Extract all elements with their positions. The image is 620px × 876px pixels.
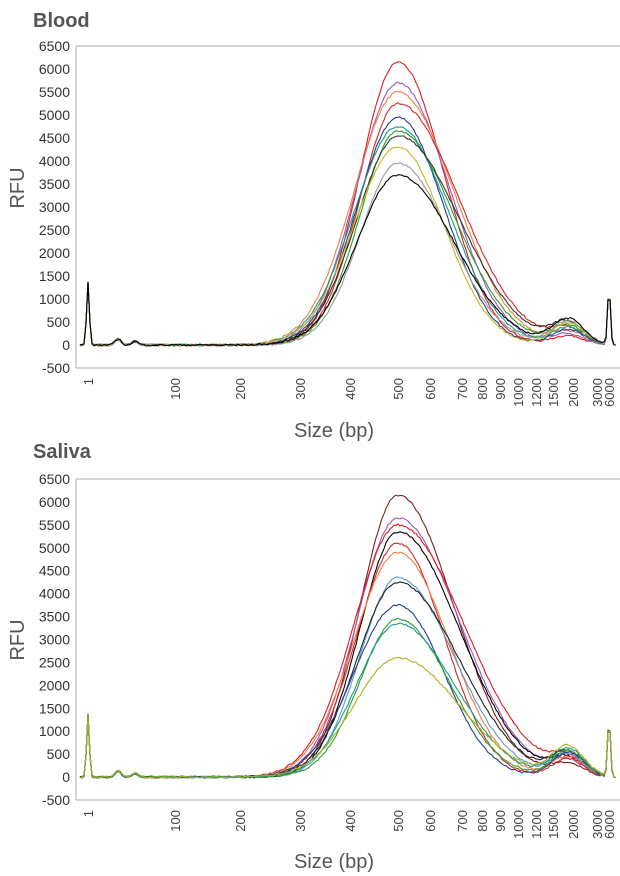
x-tick-label: 700 — [455, 378, 470, 400]
trace-line — [79, 656, 616, 779]
y-tick-label: 500 — [47, 746, 71, 762]
trace-line — [79, 576, 616, 779]
plot-area — [75, 45, 620, 369]
y-tick-label: 6500 — [39, 38, 70, 54]
trace-line — [79, 622, 616, 779]
x-tick-label: 1 — [81, 378, 96, 385]
trace-line — [79, 130, 616, 347]
y-tick-label: 5500 — [39, 84, 70, 100]
y-tick-label: 2000 — [39, 245, 70, 261]
x-tick-label: 100 — [168, 810, 183, 832]
x-tick-label: 100 — [168, 378, 183, 400]
y-axis-label: RFU — [7, 167, 29, 208]
x-tick-label: 600 — [423, 378, 438, 400]
trace-line — [79, 523, 616, 779]
x-axis-ticks: 1 100 200 300 400 500 600 700 800 900 1000 1200 1500… — [81, 378, 617, 407]
x-tick-label: 400 — [343, 810, 358, 832]
trace-line — [79, 517, 616, 779]
y-tick-label: 4000 — [39, 153, 70, 169]
y-tick-label: 5500 — [39, 517, 70, 533]
chart-title: Blood — [33, 10, 90, 32]
y-tick-label: 1000 — [39, 291, 70, 307]
y-tick-label: 2500 — [39, 222, 70, 238]
x-tick-label: 900 — [493, 810, 508, 832]
trace-line — [79, 603, 616, 779]
y-tick-label: -500 — [42, 360, 70, 376]
y-tick-label: 4000 — [39, 586, 70, 602]
trace-line — [79, 174, 616, 347]
x-tick-label: 200 — [233, 810, 248, 832]
x-tick-label: 6000 — [602, 378, 617, 407]
y-tick-label: 1500 — [39, 700, 70, 716]
x-axis-ticks: 1 100 200 300 400 500 600 700 800 900 1000 1200 1500… — [81, 810, 617, 839]
y-tick-label: 0 — [62, 769, 70, 785]
y-tick-label: 1000 — [39, 723, 70, 739]
x-tick-label: 600 — [423, 810, 438, 832]
y-tick-label: 3500 — [39, 176, 70, 192]
y-tick-label: 500 — [47, 314, 71, 330]
trace-line — [80, 494, 616, 779]
y-tick-label: 3000 — [39, 632, 70, 648]
trace-line — [79, 617, 616, 779]
x-tick-label: 3000 — [590, 810, 605, 839]
x-axis-label: Size (bp) — [294, 420, 374, 442]
y-tick-label: 4500 — [39, 130, 70, 146]
x-tick-label: 3000 — [590, 378, 605, 407]
y-tick-label: 2500 — [39, 654, 70, 670]
x-tick-label: 1200 — [529, 810, 544, 839]
trace-line — [79, 61, 616, 347]
y-tick-label: 6000 — [39, 494, 70, 510]
x-tick-label: 300 — [293, 378, 308, 400]
x-tick-label: 1 — [81, 810, 96, 817]
x-tick-label: 1500 — [546, 378, 561, 407]
y-tick-label: 5000 — [39, 540, 70, 556]
x-tick-label: 1200 — [529, 378, 544, 407]
y-tick-label: 1500 — [39, 268, 70, 284]
blood-panel: Blood -500050010001500200025003000350040… — [7, 10, 620, 442]
x-tick-label: 200 — [233, 378, 248, 400]
y-tick-label: 3500 — [39, 609, 70, 625]
x-tick-label: 900 — [493, 378, 508, 400]
y-tick-label: 4500 — [39, 563, 70, 579]
y-axis-label: RFU — [7, 619, 29, 660]
x-tick-label: 1500 — [546, 810, 561, 839]
y-tick-label: 6500 — [39, 471, 70, 487]
x-tick-label: 800 — [475, 378, 490, 400]
trace-line — [79, 581, 616, 779]
y-tick-label: 5000 — [39, 107, 70, 123]
x-tick-label: 2000 — [566, 378, 581, 407]
y-tick-label: 2000 — [39, 677, 70, 693]
x-tick-label: 6000 — [602, 810, 617, 839]
y-tick-label: 3000 — [39, 199, 70, 215]
x-axis-label: Size (bp) — [294, 851, 374, 873]
y-tick-label: 6000 — [39, 61, 70, 77]
y-axis-ticks: -500 0 500 1000 1500 2000 2500 3000 3500 4000 4500… — [39, 471, 70, 808]
x-tick-label: 700 — [455, 810, 470, 832]
y-tick-label: -500 — [42, 792, 70, 808]
x-tick-label: 500 — [391, 810, 406, 832]
y-axis-ticks: -500 0 500 1000 1500 2000 2500 3000 3500 4000 4500… — [39, 38, 70, 376]
x-tick-label: 500 — [391, 378, 406, 400]
x-tick-label: 300 — [293, 810, 308, 832]
plot-area — [75, 478, 620, 801]
x-tick-label: 1000 — [511, 810, 526, 839]
chart-title: Saliva — [33, 441, 92, 463]
saliva-panel: Saliva -50005001000150020002500300035004… — [7, 441, 620, 873]
x-tick-label: 1000 — [511, 378, 526, 407]
x-tick-label: 2000 — [566, 810, 581, 839]
x-tick-label: 400 — [343, 378, 358, 400]
x-tick-label: 800 — [475, 810, 490, 832]
y-tick-label: 0 — [62, 337, 70, 353]
